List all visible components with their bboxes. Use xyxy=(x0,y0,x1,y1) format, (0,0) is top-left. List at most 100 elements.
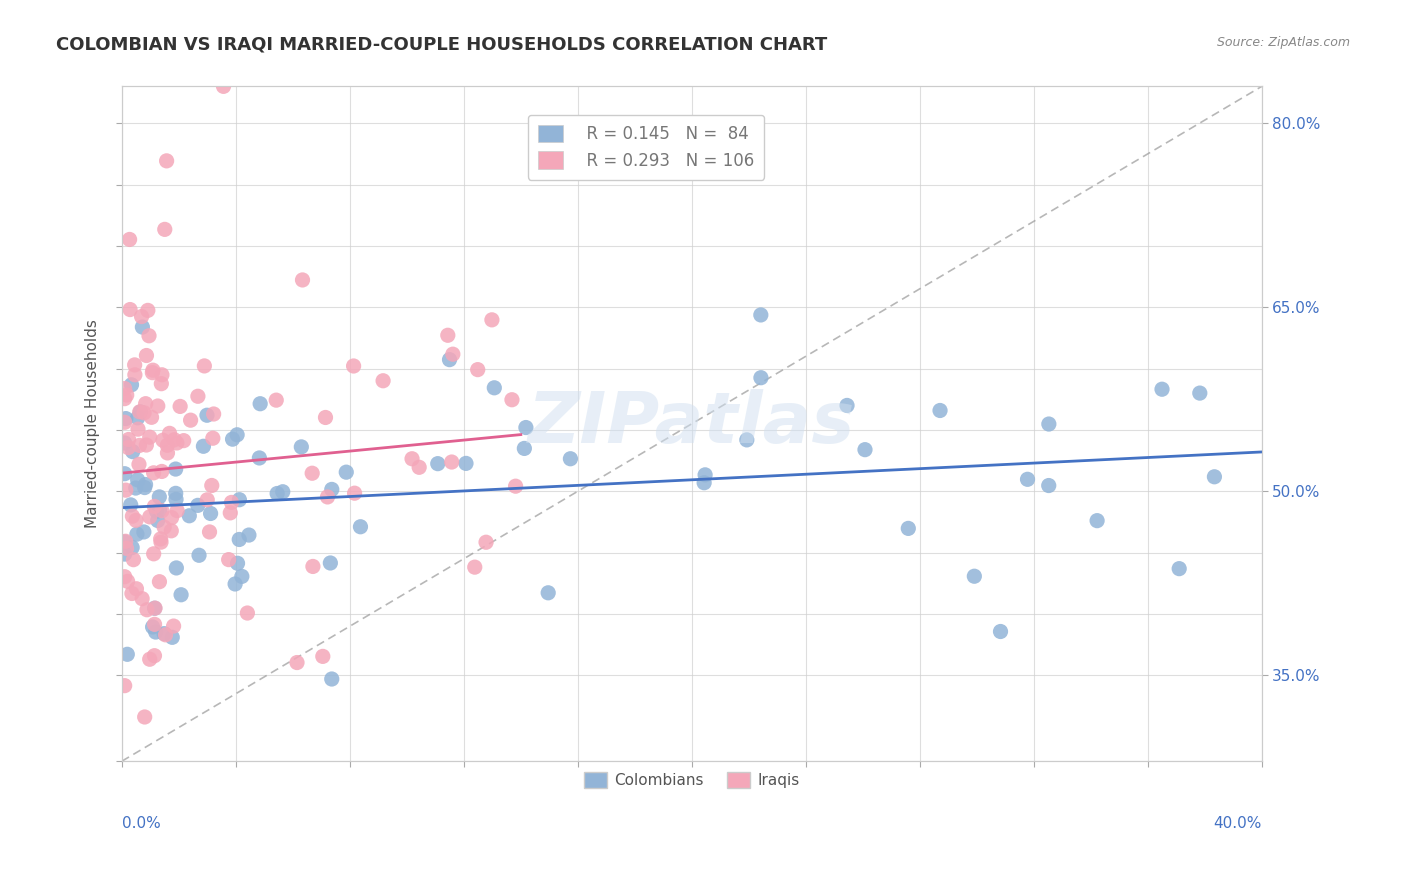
Iraqis xyxy=(408,460,430,475)
Colombians xyxy=(231,569,253,583)
Colombians xyxy=(142,620,165,634)
Iraqis xyxy=(212,79,235,94)
Colombians xyxy=(120,498,142,512)
Iraqis xyxy=(464,560,486,574)
Iraqis xyxy=(114,483,136,498)
Iraqis xyxy=(141,410,163,425)
Iraqis xyxy=(150,504,173,518)
Iraqis xyxy=(401,451,423,466)
Iraqis xyxy=(114,534,136,549)
Iraqis xyxy=(221,495,243,509)
Iraqis xyxy=(135,349,157,363)
Colombians xyxy=(228,492,250,507)
Iraqis xyxy=(156,446,179,460)
Iraqis xyxy=(302,559,325,574)
Iraqis xyxy=(141,366,163,380)
Colombians xyxy=(515,420,537,434)
Iraqis xyxy=(285,656,308,670)
Iraqis xyxy=(195,492,218,507)
Iraqis xyxy=(160,510,183,524)
Iraqis xyxy=(180,413,202,427)
Colombians xyxy=(1150,382,1173,396)
Iraqis xyxy=(156,153,179,168)
Iraqis xyxy=(148,574,170,589)
Colombians xyxy=(143,601,166,615)
Colombians xyxy=(228,533,250,547)
Iraqis xyxy=(121,586,143,600)
Colombians xyxy=(188,549,211,563)
Colombians xyxy=(990,624,1012,639)
Iraqis xyxy=(117,441,139,455)
Colombians xyxy=(165,561,187,575)
Iraqis xyxy=(152,434,174,448)
Iraqis xyxy=(142,547,165,561)
Iraqis xyxy=(146,399,169,413)
Iraqis xyxy=(316,490,339,504)
Iraqis xyxy=(127,422,149,436)
Iraqis xyxy=(132,406,155,420)
Colombians xyxy=(114,411,136,425)
Iraqis xyxy=(153,520,176,534)
Colombians xyxy=(439,352,461,367)
Colombians xyxy=(560,451,582,466)
Iraqis xyxy=(114,679,136,693)
Iraqis xyxy=(118,232,141,246)
Iraqis xyxy=(138,430,160,444)
Iraqis xyxy=(315,410,337,425)
Iraqis xyxy=(166,436,188,450)
Iraqis xyxy=(166,503,188,517)
Colombians xyxy=(117,648,139,662)
Colombians xyxy=(226,427,249,442)
Iraqis xyxy=(150,376,173,391)
Iraqis xyxy=(117,433,139,447)
Iraqis xyxy=(481,313,503,327)
Iraqis xyxy=(121,509,143,524)
Text: ZIPatlas: ZIPatlas xyxy=(529,389,855,458)
Colombians xyxy=(319,556,342,570)
Colombians xyxy=(271,484,294,499)
Iraqis xyxy=(440,455,463,469)
Iraqis xyxy=(343,486,366,500)
Iraqis xyxy=(114,382,136,396)
Iraqis xyxy=(115,541,138,556)
Colombians xyxy=(963,569,986,583)
Colombians xyxy=(149,503,172,517)
Iraqis xyxy=(125,513,148,527)
Colombians xyxy=(513,442,536,456)
Iraqis xyxy=(301,467,323,481)
Iraqis xyxy=(128,438,150,452)
Iraqis xyxy=(163,433,186,447)
Colombians xyxy=(1038,417,1060,431)
Colombians xyxy=(187,499,209,513)
Text: 40.0%: 40.0% xyxy=(1213,816,1261,831)
Iraqis xyxy=(142,363,165,377)
Iraqis xyxy=(150,465,173,479)
Iraqis xyxy=(142,466,165,480)
Colombians xyxy=(695,467,717,482)
Text: COLOMBIAN VS IRAQI MARRIED-COUPLE HOUSEHOLDS CORRELATION CHART: COLOMBIAN VS IRAQI MARRIED-COUPLE HOUSEH… xyxy=(56,36,828,54)
Iraqis xyxy=(128,405,150,419)
Colombians xyxy=(127,473,149,487)
Colombians xyxy=(693,475,716,490)
Colombians xyxy=(134,481,156,495)
Text: Source: ZipAtlas.com: Source: ZipAtlas.com xyxy=(1216,36,1350,49)
Colombians xyxy=(131,320,153,334)
Iraqis xyxy=(136,603,159,617)
Colombians xyxy=(349,520,371,534)
Iraqis xyxy=(143,648,166,663)
Colombians xyxy=(127,410,149,425)
Colombians xyxy=(146,514,169,528)
Colombians xyxy=(266,486,288,500)
Colombians xyxy=(121,541,143,555)
Iraqis xyxy=(202,407,225,421)
Iraqis xyxy=(143,617,166,632)
Iraqis xyxy=(201,478,224,492)
Iraqis xyxy=(143,500,166,514)
Colombians xyxy=(224,577,246,591)
Colombians xyxy=(162,630,184,644)
Colombians xyxy=(454,457,477,471)
Iraqis xyxy=(114,392,136,406)
Iraqis xyxy=(143,601,166,615)
Legend:   R = 0.145   N =  84,   R = 0.293   N = 106: R = 0.145 N = 84, R = 0.293 N = 106 xyxy=(527,115,765,179)
Iraqis xyxy=(218,552,240,566)
